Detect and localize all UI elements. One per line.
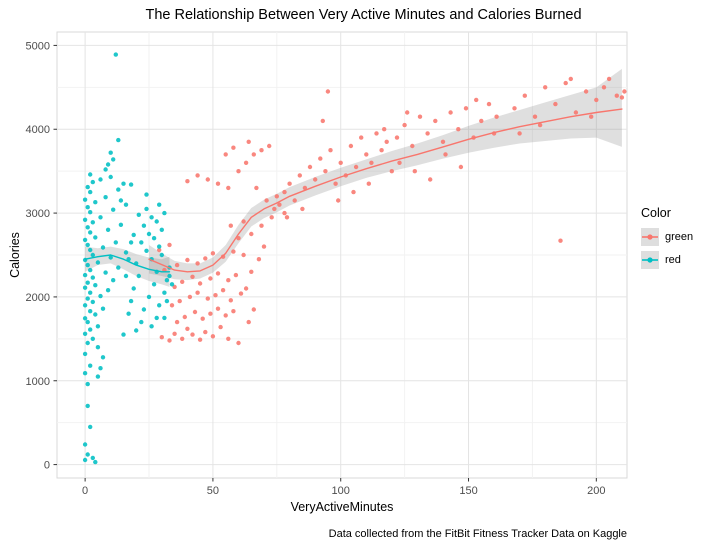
legend: Color green red [641, 206, 693, 274]
legend-key-red [641, 251, 659, 269]
chart-caption: Data collected from the FitBit Fitness T… [328, 528, 627, 540]
svg-text:150: 150 [459, 485, 477, 497]
x-axis-label: VeryActiveMinutes [290, 500, 394, 514]
axis-ticks [53, 44, 597, 482]
svg-text:3000: 3000 [26, 208, 50, 220]
legend-key-green [641, 228, 659, 246]
svg-text:50: 50 [207, 485, 219, 497]
svg-text:1000: 1000 [26, 376, 50, 388]
svg-text:4000: 4000 [26, 124, 50, 136]
points-green [157, 76, 627, 346]
svg-text:5000: 5000 [26, 40, 50, 52]
legend-item-red: red [641, 251, 693, 269]
legend-label-green: green [665, 231, 694, 243]
legend-item-green: green [641, 228, 693, 246]
svg-text:0: 0 [82, 485, 88, 497]
legend-label-red: red [665, 254, 681, 266]
points-red [82, 52, 175, 465]
svg-text:200: 200 [587, 485, 605, 497]
smooth-lines [84, 108, 623, 273]
svg-text:2000: 2000 [26, 292, 50, 304]
svg-text:0: 0 [44, 460, 50, 472]
chart-title: The Relationship Between Very Active Min… [145, 7, 582, 23]
smooth-confidence-ribbons [85, 68, 622, 287]
data-points [82, 52, 627, 465]
y-axis-label: Calories [8, 232, 22, 278]
legend-title: Color [641, 206, 671, 220]
legend-items: green red [641, 228, 693, 269]
svg-text:100: 100 [332, 485, 350, 497]
gridlines [57, 32, 627, 478]
